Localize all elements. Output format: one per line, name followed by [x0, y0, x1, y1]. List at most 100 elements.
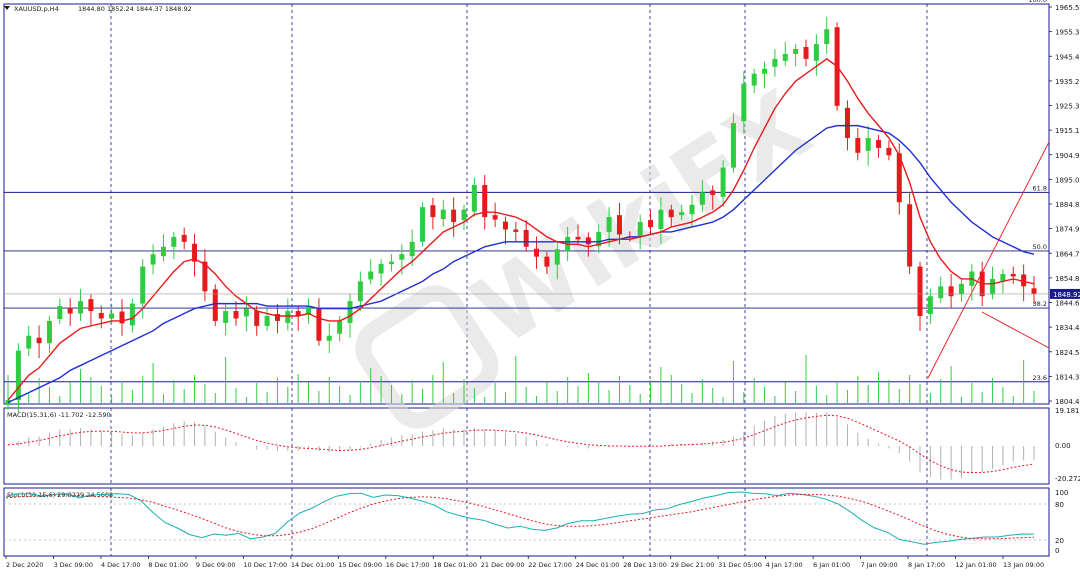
candle-body[interactable] [78, 301, 84, 314]
candle-body[interactable] [575, 236, 581, 240]
candle-body[interactable] [233, 311, 239, 319]
candle-body[interactable] [793, 48, 799, 54]
candle-body[interactable] [741, 83, 747, 122]
candle-body[interactable] [813, 44, 819, 61]
moving-average-fast[interactable] [7, 58, 1035, 401]
candle-body[interactable] [699, 192, 705, 205]
candle-body[interactable] [347, 301, 353, 323]
candle-body[interactable] [1010, 273, 1016, 277]
candle-body[interactable] [119, 311, 125, 324]
candle-body[interactable] [26, 335, 32, 349]
candle-body[interactable] [958, 283, 964, 295]
candle-body[interactable] [896, 153, 902, 203]
stoch-signal-line[interactable] [5, 493, 1035, 540]
candle-body[interactable] [523, 229, 529, 247]
candle-body[interactable] [648, 220, 654, 227]
candle-body[interactable] [129, 303, 135, 326]
candle-body[interactable] [637, 222, 643, 237]
candle-body[interactable] [15, 350, 21, 401]
candle-body[interactable] [202, 261, 208, 292]
candle-body[interactable] [1031, 288, 1037, 294]
candle-body[interactable] [668, 209, 674, 218]
candle-body[interactable] [36, 337, 42, 344]
candle-body[interactable] [181, 234, 187, 242]
macd-pane[interactable] [3, 407, 1050, 485]
candle-body[interactable] [223, 311, 229, 323]
candle-body[interactable] [782, 53, 788, 61]
candle-body[interactable] [368, 271, 374, 280]
candle-body[interactable] [1000, 273, 1006, 281]
candle-body[interactable] [886, 147, 892, 156]
candle-body[interactable] [57, 306, 63, 319]
candle-body[interactable] [502, 221, 508, 230]
candle-body[interactable] [430, 205, 436, 218]
candle-body[interactable] [295, 311, 301, 316]
candle-body[interactable] [461, 209, 467, 221]
candle-body[interactable] [679, 212, 685, 216]
candle-body[interactable] [337, 320, 343, 334]
candle-body[interactable] [482, 184, 488, 218]
candle-body[interactable] [67, 308, 73, 314]
candle-body[interactable] [212, 289, 218, 321]
candle-body[interactable] [762, 68, 768, 74]
candle-body[interactable] [544, 256, 550, 267]
candle-body[interactable] [316, 308, 322, 341]
stoch-main-line[interactable] [5, 491, 1035, 545]
candle-body[interactable] [171, 236, 177, 247]
candle-body[interactable] [876, 139, 882, 148]
candle-body[interactable] [554, 249, 560, 265]
candle-body[interactable] [388, 261, 394, 265]
candle-body[interactable] [844, 107, 850, 138]
candle-body[interactable] [720, 167, 726, 197]
collapse-triangle-icon[interactable] [4, 6, 10, 10]
candle-body[interactable] [254, 310, 260, 326]
candle-body[interactable] [471, 184, 477, 212]
candle-body[interactable] [326, 335, 332, 341]
candle-body[interactable] [907, 204, 913, 267]
trend-line-up[interactable] [927, 141, 1050, 379]
candle-body[interactable] [938, 286, 944, 299]
candle-body[interactable] [46, 320, 52, 344]
candle-body[interactable] [710, 190, 716, 195]
candle-body[interactable] [658, 209, 664, 229]
candle-body[interactable] [150, 254, 156, 265]
candle-body[interactable] [751, 73, 757, 86]
candle-body[interactable] [855, 137, 861, 153]
candle-body[interactable] [534, 248, 540, 257]
candle-body[interactable] [420, 207, 426, 242]
candle-body[interactable] [585, 237, 591, 245]
candle-body[interactable] [109, 313, 115, 319]
candle-body[interactable] [409, 241, 415, 257]
candle-body[interactable] [824, 29, 830, 45]
candle-body[interactable] [451, 209, 457, 223]
candle-body[interactable] [274, 314, 280, 321]
candle-body[interactable] [606, 217, 612, 232]
candle-body[interactable] [990, 278, 996, 295]
candle-body[interactable] [803, 47, 809, 59]
candle-body[interactable] [948, 286, 954, 297]
candle-body[interactable] [357, 281, 363, 302]
candle-body[interactable] [192, 243, 198, 262]
candle-body[interactable] [772, 58, 778, 67]
candle-body[interactable] [399, 254, 405, 260]
trend-line-down[interactable] [981, 311, 1050, 349]
candle-body[interactable] [243, 308, 249, 317]
candle-body[interactable] [306, 306, 312, 315]
candle-body[interactable] [88, 299, 94, 312]
candle-body[interactable] [730, 123, 736, 168]
candle-body[interactable] [917, 266, 923, 316]
candle-body[interactable] [98, 313, 104, 319]
candle-body[interactable] [927, 296, 933, 315]
candle-body[interactable] [1021, 274, 1027, 287]
candle-body[interactable] [492, 215, 498, 220]
candle-body[interactable] [689, 204, 695, 215]
candle-body[interactable] [160, 246, 166, 257]
candle-body[interactable] [440, 209, 446, 220]
candle-body[interactable] [264, 315, 270, 326]
candle-body[interactable] [378, 264, 384, 274]
candle-body[interactable] [285, 311, 291, 323]
stoch-pane[interactable] [3, 487, 1050, 557]
candle-body[interactable] [513, 229, 519, 232]
macd-signal-line[interactable] [7, 414, 1035, 474]
